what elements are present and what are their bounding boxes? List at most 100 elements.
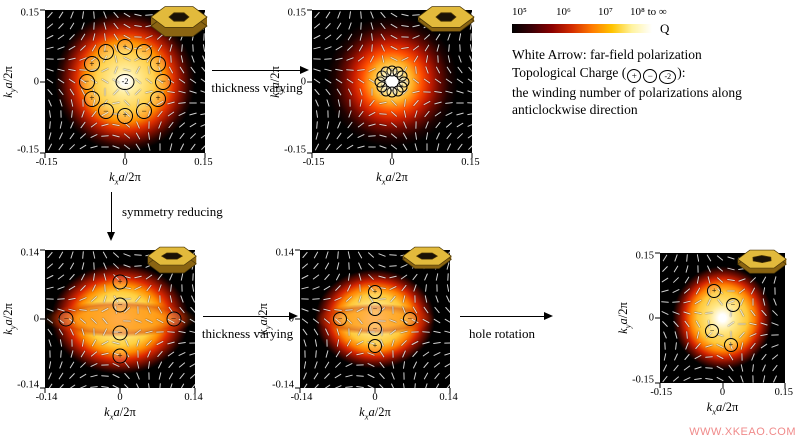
- x-tick-label: 0: [122, 157, 128, 168]
- topological-charge: −: [725, 298, 740, 312]
- x-tick-label: 0.15: [194, 157, 213, 168]
- axis-tick-mark: [44, 388, 46, 393]
- label-fragment: /2π: [616, 302, 630, 319]
- q-factor-heatmap: + − − +: [660, 253, 785, 383]
- x-axis-label: kxa/2π: [45, 405, 195, 422]
- legend-notes: White Arrow: far-field polarization Topo…: [512, 46, 798, 119]
- y-tick-label: 0.15: [287, 7, 306, 19]
- topological-charge: +: [150, 90, 167, 107]
- topological-charge: +: [368, 284, 382, 299]
- x-axis-label: kxa/2π: [312, 170, 472, 187]
- watermark: WWW.XKEAO.COM: [689, 426, 796, 438]
- x-tick-label: 0.15: [774, 387, 793, 398]
- colorbar-tick: 10⁵: [512, 6, 527, 18]
- label-fragment: /2π: [1, 65, 15, 82]
- label-fragment: x: [114, 176, 119, 187]
- axis-tick-mark: [391, 153, 393, 158]
- topological-charge: −: [97, 43, 114, 60]
- topological-charge: +: [723, 337, 738, 352]
- y-axis-label: kya/2π: [616, 263, 633, 373]
- y-axis-label: kya/2π: [1, 27, 18, 137]
- axis-tick-mark: [307, 9, 312, 11]
- x-tick-label: -0.15: [650, 387, 673, 398]
- x-tick-label: 0: [719, 387, 726, 398]
- axis-tick-mark: [655, 382, 660, 384]
- q-factor-heatmap: − − + − − +: [300, 250, 450, 388]
- hexagon-nut-with-hole-icon: [402, 246, 452, 269]
- topological-charge: −: [402, 312, 417, 326]
- heatmap-panel-bottom-right: + − − + kya/2π 0.15 0 -0.15 -0.15 0 0.15 kx…: [616, 249, 793, 417]
- label-fragment: /2π: [391, 170, 408, 184]
- label-fragment: a: [385, 170, 392, 184]
- thickness-varying-arrow: [212, 65, 309, 74]
- label-fragment: k: [104, 405, 110, 419]
- label-fragment: x: [109, 411, 114, 422]
- y-tick-label: 0.15: [20, 7, 39, 19]
- axis-tick-mark: [471, 153, 473, 158]
- label-fragment: x: [712, 406, 717, 417]
- hexagon-nut-with-hole-icon: [737, 249, 787, 274]
- axis-tick-mark: [40, 387, 45, 389]
- colorbar-tick: 10⁷: [598, 6, 613, 18]
- x-tick-label: -0.14: [290, 392, 313, 403]
- topological-charge: -2: [115, 73, 135, 90]
- label-fragment: k: [1, 329, 15, 335]
- label-fragment: a: [256, 319, 270, 326]
- x-tick-label: 0.14: [439, 392, 458, 403]
- x-tick-label: 0.15: [461, 157, 480, 168]
- thickness-varying-label: thickness varying: [211, 80, 303, 95]
- legend: 10⁵ 10⁶ 10⁷ 10⁸ to ∞ Q White Arrow: far-…: [512, 6, 798, 117]
- label-fragment: a: [1, 319, 15, 326]
- y-tick-label: -0.14: [272, 379, 294, 391]
- heatmap-panel-bottom-left: − − + − − + kya/2π 0.14 0 -0.14 -0.14 0 0.14 …: [1, 246, 203, 422]
- topological-charge: −: [368, 302, 382, 317]
- axis-tick-mark: [299, 388, 301, 393]
- hexagon-nut-with-hole-icon: [417, 6, 475, 32]
- x-tick-label: 0: [389, 157, 395, 168]
- axis-tick-mark: [722, 383, 723, 388]
- axis-tick-mark: [40, 81, 45, 82]
- axis-tick-mark: [119, 388, 121, 393]
- topological-charge: −: [368, 321, 382, 336]
- y-tick-label: 0: [33, 313, 39, 325]
- polarization-vector-field: [46, 251, 195, 388]
- axis-tick-mark: [124, 153, 126, 158]
- axis-tick-mark: [659, 383, 661, 388]
- heatmap-panel-top-left: -2 + − + − + − + − + − + − kya/2π 0.15 0 -0.15 -0.15…: [1, 6, 213, 187]
- axis-tick-mark: [784, 383, 786, 388]
- axis-tick-mark: [655, 252, 660, 254]
- x-axis-label: kxa/2π: [300, 405, 450, 422]
- label-fragment: a: [368, 405, 375, 419]
- label-fragment: ):: [677, 64, 686, 80]
- topological-charge: −: [78, 73, 95, 90]
- hole-rotation-label: hole rotation: [468, 326, 536, 341]
- axis-tick-mark: [374, 388, 376, 393]
- axis-tick-mark: [311, 153, 313, 158]
- heatmap-panel-top-right: + − + − + − + − + − + − kya/2π 0.15 0 -0.15 -0.15 0…: [268, 6, 480, 187]
- y-tick-label: -0.15: [632, 374, 654, 386]
- topological-charge: −: [705, 324, 720, 338]
- q-factor-heatmap: + − + − + − + − + − + −: [312, 10, 472, 153]
- legend-note-line: the winding number of polarizations alon…: [512, 84, 742, 100]
- topological-charge: −: [112, 297, 128, 313]
- colorbar-quantity-label: Q: [660, 21, 670, 36]
- label-fragment: /2π: [119, 405, 136, 419]
- label-fragment: /2π: [1, 303, 15, 320]
- y-axis-label: kya/2π: [1, 264, 18, 374]
- axis-tick-mark: [40, 152, 45, 154]
- minus-two-charge-icon: -2: [659, 69, 677, 84]
- symmetry-reducing-arrow: [106, 192, 115, 241]
- x-axis-label: kxa/2π: [660, 400, 785, 417]
- topological-charge: −: [380, 66, 392, 78]
- x-tick-label: -0.15: [35, 157, 58, 168]
- label-fragment: k: [109, 170, 115, 184]
- topological-charge: +: [112, 348, 128, 364]
- y-tick-label: 0.14: [275, 247, 294, 259]
- label-fragment: k: [1, 91, 15, 98]
- plus-charge-icon: +: [627, 69, 642, 83]
- label-fragment: k: [376, 170, 382, 184]
- axis-tick-mark: [194, 388, 196, 393]
- topological-charge-layer: + − − +: [660, 253, 785, 383]
- label-fragment: a: [616, 318, 630, 325]
- topological-charge: −: [97, 103, 114, 120]
